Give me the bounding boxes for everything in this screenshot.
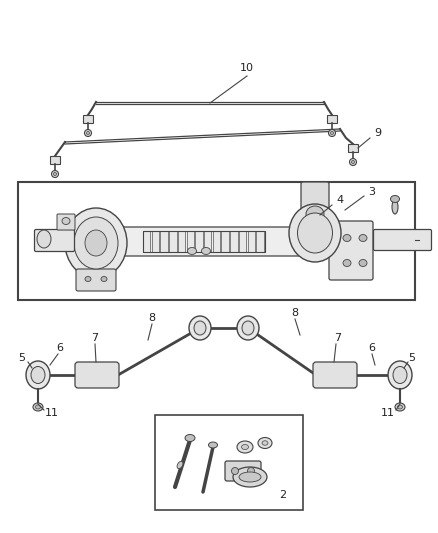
Ellipse shape [85, 230, 107, 256]
Text: 3: 3 [368, 187, 375, 197]
Ellipse shape [289, 204, 341, 262]
Ellipse shape [233, 467, 267, 487]
Ellipse shape [247, 467, 254, 474]
Ellipse shape [262, 441, 268, 445]
FancyBboxPatch shape [329, 221, 373, 280]
Bar [204, 231, 212, 252]
Ellipse shape [237, 441, 253, 453]
FancyBboxPatch shape [76, 269, 116, 291]
FancyBboxPatch shape [35, 230, 74, 252]
Bar [83, 115, 93, 123]
Ellipse shape [53, 173, 57, 175]
Ellipse shape [62, 217, 70, 224]
Ellipse shape [343, 260, 351, 266]
Ellipse shape [33, 403, 43, 411]
Text: 10: 10 [240, 63, 254, 73]
Ellipse shape [359, 235, 367, 241]
FancyBboxPatch shape [313, 362, 357, 388]
Bar [169, 231, 177, 252]
Ellipse shape [52, 171, 59, 177]
Bar [143, 231, 265, 252]
FancyBboxPatch shape [57, 214, 75, 230]
Text: 7: 7 [92, 333, 99, 343]
Ellipse shape [258, 438, 272, 448]
Ellipse shape [239, 472, 261, 482]
Bar [160, 231, 168, 252]
Text: 6: 6 [57, 343, 64, 353]
Ellipse shape [232, 467, 239, 474]
Ellipse shape [189, 316, 211, 340]
Ellipse shape [187, 247, 197, 254]
Ellipse shape [395, 403, 405, 411]
Ellipse shape [208, 442, 218, 448]
FancyBboxPatch shape [75, 362, 119, 388]
Text: 2: 2 [279, 490, 286, 500]
Ellipse shape [85, 130, 92, 136]
Ellipse shape [37, 230, 51, 248]
Ellipse shape [26, 361, 50, 389]
Bar [256, 231, 264, 252]
Bar [143, 231, 150, 252]
Ellipse shape [391, 196, 399, 203]
Ellipse shape [306, 206, 324, 222]
Text: 6: 6 [368, 343, 375, 353]
Ellipse shape [194, 321, 206, 335]
Ellipse shape [35, 405, 40, 409]
FancyBboxPatch shape [374, 230, 431, 251]
Ellipse shape [388, 361, 412, 389]
Ellipse shape [242, 321, 254, 335]
Ellipse shape [328, 130, 336, 136]
FancyBboxPatch shape [71, 227, 365, 256]
Bar [213, 231, 220, 252]
FancyBboxPatch shape [301, 182, 329, 231]
Ellipse shape [359, 260, 367, 266]
Ellipse shape [331, 132, 333, 134]
Bar [155, 415, 303, 510]
Ellipse shape [65, 208, 127, 278]
Ellipse shape [101, 277, 107, 281]
Bar [152, 231, 159, 252]
Ellipse shape [237, 316, 259, 340]
Ellipse shape [393, 367, 407, 384]
Text: 9: 9 [374, 128, 381, 138]
Ellipse shape [392, 200, 398, 214]
Text: 8: 8 [291, 308, 299, 318]
Text: 5: 5 [18, 353, 25, 363]
Ellipse shape [74, 217, 118, 269]
Ellipse shape [201, 247, 211, 254]
Bar [230, 231, 237, 252]
Bar [327, 115, 337, 123]
Text: 5: 5 [409, 353, 416, 363]
Ellipse shape [177, 462, 183, 469]
Ellipse shape [86, 132, 89, 134]
Text: 4: 4 [336, 195, 343, 205]
Text: 11: 11 [45, 408, 59, 418]
Ellipse shape [398, 405, 403, 409]
FancyBboxPatch shape [225, 461, 261, 481]
Text: 8: 8 [148, 313, 155, 323]
Ellipse shape [343, 235, 351, 241]
Bar [247, 231, 255, 252]
Ellipse shape [85, 277, 91, 281]
Ellipse shape [352, 160, 354, 164]
Ellipse shape [241, 445, 248, 449]
Bar [195, 231, 203, 252]
Ellipse shape [297, 213, 332, 253]
Text: 7: 7 [335, 333, 342, 343]
Bar [50, 156, 60, 164]
Ellipse shape [31, 367, 45, 384]
Bar [239, 231, 246, 252]
Ellipse shape [350, 158, 357, 166]
Bar [18, 182, 415, 300]
Text: 1: 1 [420, 235, 427, 245]
Bar [348, 144, 358, 152]
Text: 11: 11 [381, 408, 395, 418]
Bar [222, 231, 229, 252]
Bar [178, 231, 185, 252]
Bar [187, 231, 194, 252]
Ellipse shape [185, 434, 195, 441]
